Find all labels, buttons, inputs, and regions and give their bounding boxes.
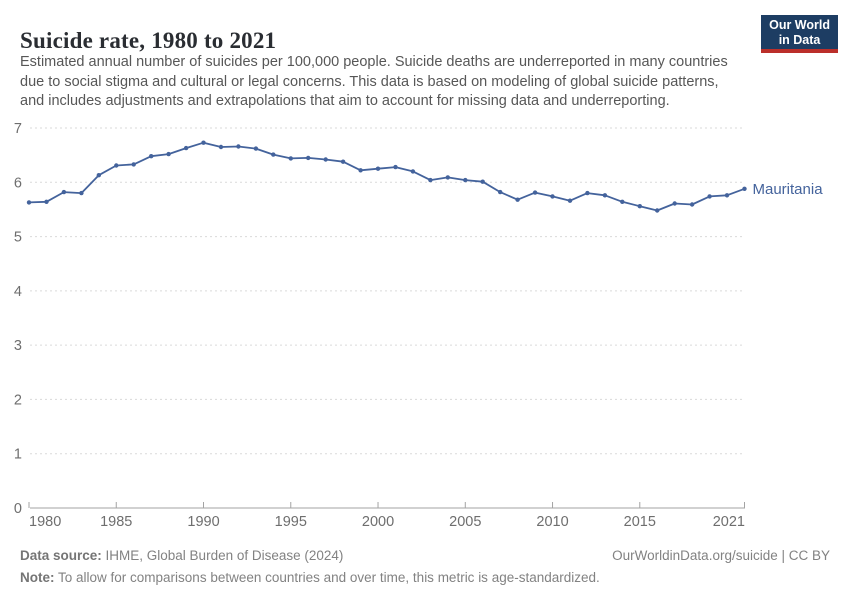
- data-point[interactable]: [428, 177, 433, 183]
- data-point[interactable]: [707, 194, 712, 199]
- y-tick-label: 3: [14, 338, 22, 354]
- x-tick-label: 1995: [275, 514, 307, 530]
- data-point[interactable]: [637, 204, 642, 209]
- data-point[interactable]: [340, 159, 346, 164]
- data-point[interactable]: [550, 194, 555, 199]
- note: Note: To allow for comparisons between c…: [20, 567, 600, 589]
- subtitle-line: due to social stigma and cultural or leg…: [20, 73, 719, 90]
- data-point[interactable]: [602, 193, 608, 198]
- data-point[interactable]: [463, 177, 468, 183]
- data-point[interactable]: [183, 145, 189, 151]
- note-label: Note:: [20, 570, 55, 585]
- data-point[interactable]: [393, 164, 398, 170]
- y-tick-label: 5: [14, 230, 22, 246]
- data-point[interactable]: [218, 144, 224, 150]
- x-tick-label: 1990: [187, 514, 219, 530]
- subtitle-line: Estimated annual number of suicides per …: [20, 54, 728, 70]
- data-source-label: Data source:: [20, 548, 102, 563]
- series-line[interactable]: [28, 141, 746, 212]
- x-tick-label: 2021: [713, 514, 745, 530]
- data-point[interactable]: [288, 156, 293, 161]
- data-point[interactable]: [655, 208, 660, 213]
- data-point[interactable]: [585, 190, 590, 196]
- page-title: Suicide rate, 1980 to 2021: [20, 28, 277, 54]
- data-point[interactable]: [375, 166, 381, 171]
- owid-logo-line1: Our World: [769, 18, 830, 32]
- data-point[interactable]: [61, 189, 67, 195]
- data-point[interactable]: [306, 155, 311, 161]
- data-point[interactable]: [149, 154, 154, 159]
- data-point[interactable]: [480, 179, 485, 184]
- data-point[interactable]: [236, 144, 241, 149]
- data-point[interactable]: [498, 189, 503, 195]
- data-point[interactable]: [79, 190, 84, 196]
- owid-logo-line2: in Data: [778, 32, 821, 47]
- x-tick-label: 1985: [100, 514, 132, 530]
- data-point[interactable]: [672, 201, 677, 206]
- data-point[interactable]: [271, 152, 276, 157]
- data-point[interactable]: [515, 197, 520, 202]
- y-tick-label: 0: [14, 501, 22, 517]
- data-source-value: IHME, Global Burden of Disease (2024): [101, 548, 344, 563]
- note-value: To allow for comparisons between countri…: [54, 570, 600, 585]
- data-point[interactable]: [44, 199, 49, 204]
- data-point[interactable]: [131, 162, 136, 167]
- rights-link[interactable]: OurWorldinData.org/suicide | CC BY: [612, 548, 830, 563]
- data-point[interactable]: [26, 200, 32, 205]
- data-point[interactable]: [96, 173, 102, 178]
- x-tick-label: 1980: [29, 514, 61, 530]
- x-tick-label: 2005: [449, 514, 481, 530]
- chart-subtitle: Estimated annual number of suicides per …: [20, 53, 765, 112]
- subtitle-line: and includes adjustments and extrapolati…: [20, 93, 670, 109]
- y-tick-label: 4: [14, 284, 22, 300]
- y-tick-label: 6: [14, 175, 22, 191]
- data-point[interactable]: [689, 202, 695, 207]
- owid-logo[interactable]: Our World in Data: [761, 15, 838, 53]
- data-point[interactable]: [114, 163, 119, 168]
- data-point[interactable]: [445, 175, 450, 180]
- entity-label[interactable]: Mauritania: [753, 181, 824, 198]
- data-point[interactable]: [166, 151, 171, 157]
- x-tick-label: 2010: [536, 514, 568, 530]
- x-tick-label: 2000: [362, 514, 394, 530]
- data-point[interactable]: [724, 193, 730, 198]
- chart-footer: Data source: IHME, Global Burden of Dise…: [20, 545, 830, 589]
- y-tick-label: 7: [14, 121, 22, 137]
- data-point[interactable]: [201, 140, 206, 145]
- data-point[interactable]: [532, 190, 538, 195]
- data-point[interactable]: [253, 146, 259, 151]
- data-point[interactable]: [323, 157, 328, 162]
- data-point[interactable]: [358, 168, 363, 173]
- data-point[interactable]: [567, 198, 573, 203]
- data-source: Data source: IHME, Global Burden of Dise…: [20, 545, 343, 567]
- y-tick-label: 2: [14, 392, 22, 408]
- data-point[interactable]: [742, 186, 747, 191]
- x-tick-label: 2015: [624, 514, 656, 530]
- data-point[interactable]: [620, 199, 625, 204]
- y-tick-label: 1: [14, 447, 22, 463]
- data-point[interactable]: [410, 169, 416, 174]
